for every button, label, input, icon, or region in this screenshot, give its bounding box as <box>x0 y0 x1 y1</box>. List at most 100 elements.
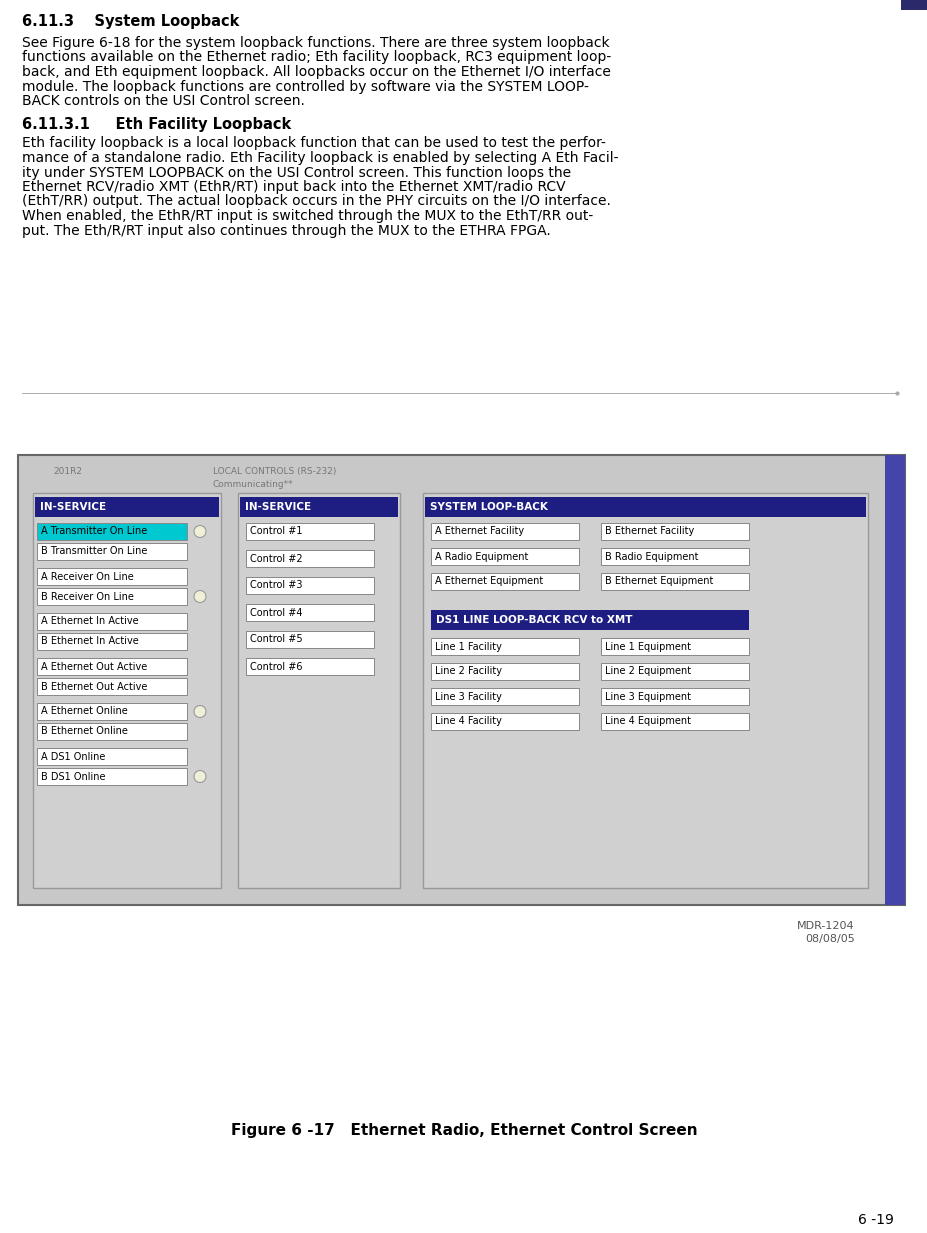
Text: B Transmitter On Line: B Transmitter On Line <box>41 546 147 556</box>
Bar <box>601 688 748 705</box>
Text: IN-SERVICE: IN-SERVICE <box>245 502 311 512</box>
Text: A Radio Equipment: A Radio Equipment <box>435 551 527 561</box>
Text: ity under SYSTEM LOOPBACK on the USI Control screen. This function loops the: ity under SYSTEM LOOPBACK on the USI Con… <box>22 165 570 180</box>
Bar <box>246 550 374 567</box>
Text: See Figure 6-18 for the system loopback functions. There are three system loopba: See Figure 6-18 for the system loopback … <box>22 36 609 51</box>
Bar <box>37 588 187 605</box>
Bar <box>601 573 748 591</box>
Bar <box>246 523 374 540</box>
Text: functions available on the Ethernet radio; Eth facility loopback, RC3 equipment : functions available on the Ethernet radi… <box>22 51 611 64</box>
Text: put. The Eth/R/RT input also continues through the MUX to the ETHRA FPGA.: put. The Eth/R/RT input also continues t… <box>22 223 550 238</box>
Bar <box>430 573 578 591</box>
Text: Line 3 Equipment: Line 3 Equipment <box>604 692 691 702</box>
Bar <box>246 577 374 594</box>
Bar <box>246 631 374 649</box>
Circle shape <box>194 771 206 783</box>
Bar <box>601 663 748 681</box>
Bar <box>37 678 187 695</box>
Text: Communicating**: Communicating** <box>213 480 293 490</box>
Text: When enabled, the EthR/RT input is switched through the MUX to the EthT/RR out-: When enabled, the EthR/RT input is switc… <box>22 210 592 223</box>
Text: LOCAL CONTROLS (RS-232): LOCAL CONTROLS (RS-232) <box>213 467 336 476</box>
Text: B Ethernet Equipment: B Ethernet Equipment <box>604 577 713 587</box>
Bar <box>37 703 187 720</box>
Text: MDR-1204: MDR-1204 <box>796 921 854 931</box>
Text: Control #4: Control #4 <box>249 608 302 618</box>
Text: B Ethernet In Active: B Ethernet In Active <box>41 636 139 646</box>
Text: A Receiver On Line: A Receiver On Line <box>41 572 133 582</box>
Bar <box>884 455 904 905</box>
Text: A DS1 Online: A DS1 Online <box>41 751 106 762</box>
Bar <box>430 610 748 630</box>
Bar <box>37 523 187 540</box>
Text: A Ethernet In Active: A Ethernet In Active <box>41 616 138 626</box>
Bar <box>18 455 904 905</box>
Text: (EthT/RR) output. The actual loopback occurs in the PHY circuits on the I/O inte: (EthT/RR) output. The actual loopback oc… <box>22 195 610 208</box>
Circle shape <box>194 591 206 603</box>
Text: 08/08/05: 08/08/05 <box>804 935 854 944</box>
Text: Line 4 Equipment: Line 4 Equipment <box>604 716 691 726</box>
Bar <box>37 768 187 785</box>
Bar <box>35 497 219 517</box>
Text: Line 3 Facility: Line 3 Facility <box>435 692 502 702</box>
Bar <box>37 658 187 674</box>
Text: BACK controls on the USI Control screen.: BACK controls on the USI Control screen. <box>22 94 305 109</box>
Text: Line 2 Equipment: Line 2 Equipment <box>604 667 691 677</box>
Text: Control #6: Control #6 <box>249 661 302 672</box>
Text: B Ethernet Online: B Ethernet Online <box>41 726 128 736</box>
Bar <box>425 497 865 517</box>
Bar <box>601 713 748 730</box>
Text: A Ethernet Facility: A Ethernet Facility <box>435 526 524 536</box>
Bar <box>37 748 187 764</box>
Text: Eth facility loopback is a local loopback function that can be used to test the : Eth facility loopback is a local loopbac… <box>22 137 605 150</box>
Bar <box>430 663 578 681</box>
Text: B Ethernet Facility: B Ethernet Facility <box>604 526 693 536</box>
Text: mance of a standalone radio. Eth Facility loopback is enabled by selecting A Eth: mance of a standalone radio. Eth Facilit… <box>22 150 617 165</box>
Text: A Ethernet Equipment: A Ethernet Equipment <box>435 577 542 587</box>
Text: 201R2: 201R2 <box>53 467 82 476</box>
Bar <box>900 0 927 10</box>
Text: Control #5: Control #5 <box>249 635 302 645</box>
Text: Control #1: Control #1 <box>249 526 302 536</box>
Text: Figure 6 -17   Ethernet Radio, Ethernet Control Screen: Figure 6 -17 Ethernet Radio, Ethernet Co… <box>231 1123 696 1138</box>
Text: IN-SERVICE: IN-SERVICE <box>40 502 106 512</box>
Bar <box>430 547 578 565</box>
Circle shape <box>194 525 206 538</box>
Text: Line 4 Facility: Line 4 Facility <box>435 716 502 726</box>
Text: module. The loopback functions are controlled by software via the SYSTEM LOOP-: module. The loopback functions are contr… <box>22 79 589 94</box>
Bar <box>430 637 578 655</box>
Bar <box>240 497 398 517</box>
Bar <box>430 688 578 705</box>
Bar <box>430 713 578 730</box>
Text: B DS1 Online: B DS1 Online <box>41 772 106 782</box>
Text: SYSTEM LOOP-BACK: SYSTEM LOOP-BACK <box>429 502 547 512</box>
Text: 6 -19: 6 -19 <box>857 1213 893 1227</box>
Bar <box>37 723 187 740</box>
Bar <box>601 637 748 655</box>
Text: A Ethernet Out Active: A Ethernet Out Active <box>41 661 147 672</box>
Bar <box>237 493 400 888</box>
Text: back, and Eth equipment loopback. All loopbacks occur on the Ethernet I/O interf: back, and Eth equipment loopback. All lo… <box>22 65 610 79</box>
Text: 6.11.3    System Loopback: 6.11.3 System Loopback <box>22 14 239 30</box>
Bar <box>601 523 748 540</box>
Text: A Ethernet Online: A Ethernet Online <box>41 707 128 716</box>
Text: Control #3: Control #3 <box>249 581 302 591</box>
Bar <box>246 604 374 621</box>
Text: B Receiver On Line: B Receiver On Line <box>41 592 133 602</box>
Text: A Transmitter On Line: A Transmitter On Line <box>41 526 147 536</box>
Bar <box>423 493 867 888</box>
Text: 6.11.3.1     Eth Facility Loopback: 6.11.3.1 Eth Facility Loopback <box>22 116 291 132</box>
Bar <box>37 543 187 560</box>
Text: DS1 LINE LOOP-BACK RCV to XMT: DS1 LINE LOOP-BACK RCV to XMT <box>436 615 632 625</box>
Bar <box>246 658 374 674</box>
Text: Ethernet RCV/radio XMT (EthR/RT) input back into the Ethernet XMT/radio RCV: Ethernet RCV/radio XMT (EthR/RT) input b… <box>22 180 565 194</box>
Text: Control #2: Control #2 <box>249 554 302 563</box>
Text: Line 1 Facility: Line 1 Facility <box>435 641 502 651</box>
Bar <box>601 547 748 565</box>
Text: B Ethernet Out Active: B Ethernet Out Active <box>41 682 147 692</box>
Text: B Radio Equipment: B Radio Equipment <box>604 551 698 561</box>
Bar <box>37 613 187 630</box>
Bar <box>430 523 578 540</box>
Bar <box>33 493 221 888</box>
Bar <box>37 633 187 650</box>
Text: Line 1 Equipment: Line 1 Equipment <box>604 641 691 651</box>
